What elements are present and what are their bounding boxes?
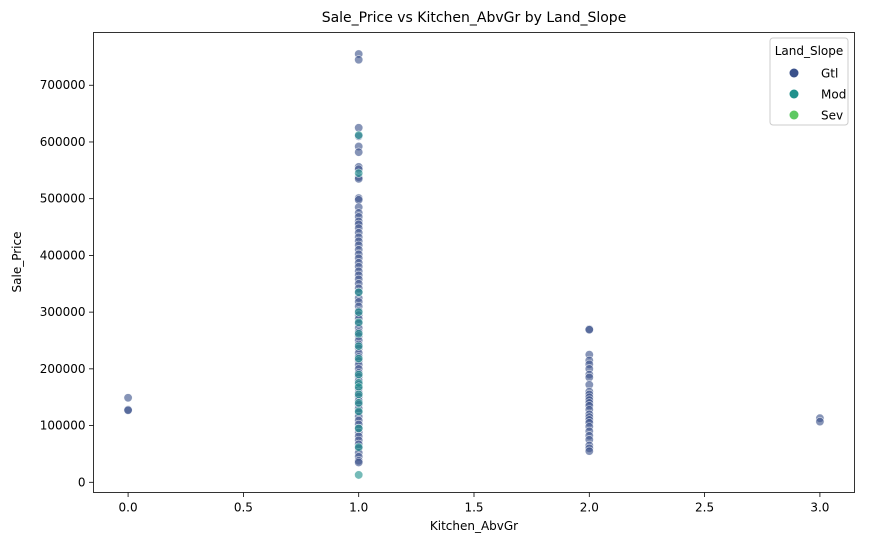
data-point-gtl xyxy=(815,417,825,427)
data-point-gtl xyxy=(584,446,594,456)
data-point-mod xyxy=(354,307,364,317)
x-tick-label: 1.5 xyxy=(464,501,483,515)
y-tick-label: 700000 xyxy=(40,78,86,92)
plot-frame xyxy=(93,32,855,493)
legend-box xyxy=(769,37,849,126)
legend-label-gtl: Gtl xyxy=(821,67,838,81)
legend-marker-mod xyxy=(789,89,799,99)
legend-title: Land_Slope xyxy=(775,44,844,58)
legend-label-sev: Sev xyxy=(821,109,843,123)
y-tick-label: 300000 xyxy=(40,305,86,319)
data-point-gtl xyxy=(123,405,133,415)
data-point-mod xyxy=(354,398,364,408)
data-point-gtl xyxy=(354,457,364,467)
y-tick-label: 200000 xyxy=(40,362,86,376)
legend-label-mod: Mod xyxy=(821,88,846,102)
legend-marker-sev xyxy=(789,110,799,120)
data-point-gtl xyxy=(354,55,364,65)
data-point-gtl xyxy=(354,147,364,157)
data-point-gtl xyxy=(584,325,594,335)
y-axis-label: Sale_Price xyxy=(10,232,24,293)
legend: Land_Slope Gtl Mod Sev xyxy=(769,37,849,126)
x-tick-label: 0.0 xyxy=(119,501,138,515)
data-point-mod xyxy=(354,329,364,339)
data-point-mod xyxy=(354,442,364,452)
data-point-mod xyxy=(354,168,364,178)
y-tick-label: 100000 xyxy=(40,419,86,433)
axis-ticks: 0.0 0.5 1.0 1.5 2.0 2.5 3.0 0 100000 200000 300000… xyxy=(40,78,830,514)
y-tick-label: 600000 xyxy=(40,135,86,149)
data-point-mod xyxy=(354,406,364,416)
legend-marker-gtl xyxy=(789,68,799,78)
data-points xyxy=(123,49,825,480)
x-tick-label: 3.0 xyxy=(810,501,829,515)
data-point-mod xyxy=(354,130,364,140)
data-point-mod xyxy=(354,423,364,433)
x-axis-label: Kitchen_AbvGr xyxy=(430,519,518,533)
x-tick-label: 1.0 xyxy=(349,501,368,515)
data-point-mod xyxy=(354,470,364,480)
data-point-mod xyxy=(354,317,364,327)
y-tick-label: 400000 xyxy=(40,248,86,262)
x-tick-label: 0.5 xyxy=(234,501,253,515)
x-tick-label: 2.0 xyxy=(580,501,599,515)
chart-title: Sale_Price vs Kitchen_AbvGr by Land_Slop… xyxy=(322,10,627,26)
data-point-mod xyxy=(354,354,364,364)
data-point-mod xyxy=(354,341,364,351)
y-tick-label: 500000 xyxy=(40,192,86,206)
data-point-gtl xyxy=(123,393,133,403)
x-tick-label: 2.5 xyxy=(695,501,714,515)
data-point-mod xyxy=(354,287,364,297)
data-point-mod xyxy=(354,389,364,399)
y-tick-label: 0 xyxy=(78,475,86,489)
data-point-mod xyxy=(354,370,364,380)
